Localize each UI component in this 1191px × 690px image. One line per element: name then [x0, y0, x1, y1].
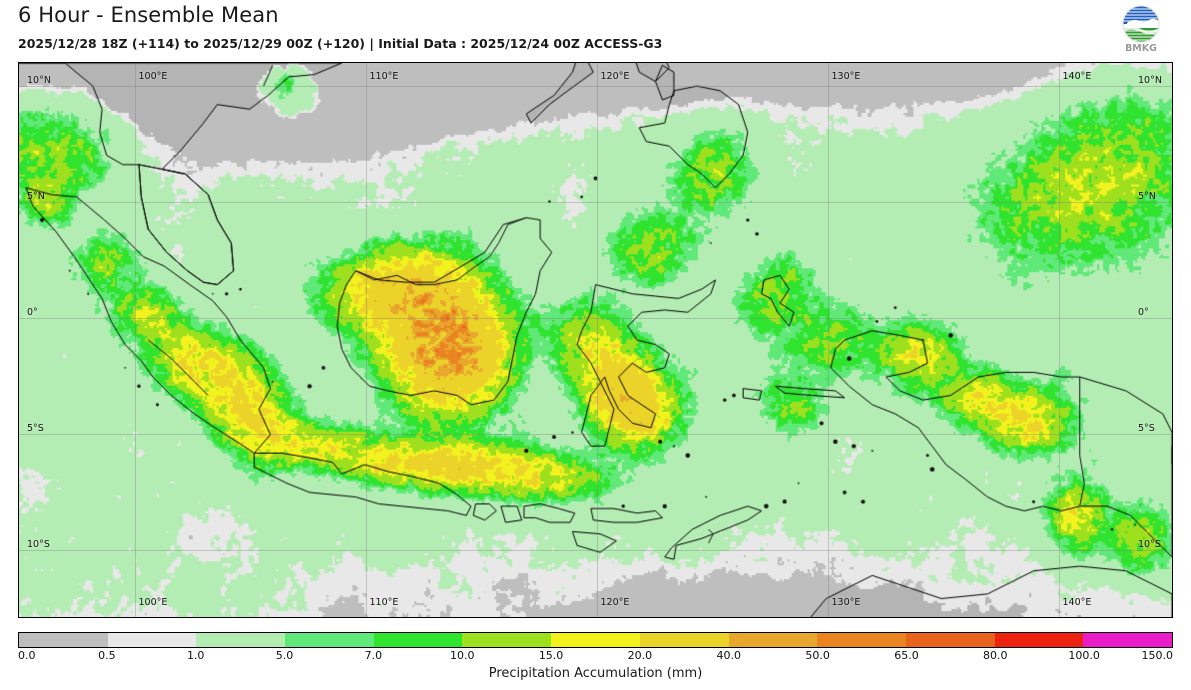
- lat-label--10-right: 10°S: [1138, 538, 1161, 550]
- colorbar-segment-9: [817, 633, 906, 647]
- colorbar-segment-12: [1083, 633, 1172, 647]
- colorbar-ticks: 0.0 0.5 1.0 5.0 7.0 10.0 15.0 20.0 40.0 50.0 65.0 8…: [18, 649, 1173, 663]
- lon-label-120-bottom: 120°E: [600, 597, 630, 608]
- colorbar-tick-80.0: 80.0: [983, 649, 1008, 662]
- colorbar-segment-0: [19, 633, 108, 647]
- colorbar-tick-40.0: 40.0: [716, 649, 742, 662]
- map-raster: [19, 63, 1172, 617]
- bmkg-logo-text: BMKG: [1125, 43, 1157, 54]
- colorbar-tick-100.0: 100.0: [1068, 649, 1100, 662]
- colorbar-tick-15.0: 15.0: [538, 649, 564, 662]
- header: 6 Hour - Ensemble Mean 2025/12/28 18Z (+…: [0, 0, 1191, 62]
- lon-label-110-top: 110°E: [369, 71, 399, 82]
- colorbar-tick-0.0: 0.0: [18, 649, 36, 662]
- lat-label--10-left: 10°S: [27, 538, 50, 550]
- colorbar: [18, 632, 1173, 648]
- colorbar-segment-3: [285, 633, 374, 647]
- gridline-lon-130: [827, 63, 829, 617]
- colorbar-tick-150.0: 150.0: [1141, 649, 1174, 662]
- lat-label-5-left: 5°N: [27, 191, 45, 202]
- gridline-lat-0: [19, 317, 1172, 319]
- lat-label--5-left: 5°S: [27, 422, 44, 434]
- gridline-lat--5: [19, 433, 1172, 435]
- lon-label-120-top: 120°E: [600, 71, 630, 82]
- colorbar-tick-5.0: 5.0: [275, 649, 294, 662]
- lon-label-100-top: 100°E: [138, 71, 168, 82]
- colorbar-segment-5: [462, 633, 552, 647]
- lon-label-130-bottom: 130°E: [831, 597, 861, 608]
- colorbar-label: Precipitation Accumulation (mm): [488, 666, 703, 681]
- colorbar-tick-10.0: 10.0: [449, 649, 475, 662]
- page-subtitle: 2025/12/28 18Z (+114) to 2025/12/29 00Z …: [18, 36, 663, 51]
- lon-label-110-bottom: 110°E: [369, 597, 399, 608]
- lat-label-10-left: 10°N: [27, 75, 51, 87]
- gridline-lat-5: [19, 202, 1172, 203]
- colorbar-gradient: [18, 632, 1173, 648]
- colorbar-tick-0.5: 0.5: [98, 649, 116, 662]
- lon-label-130-top: 130°E: [831, 71, 861, 82]
- lon-label-140-bottom: 140°E: [1062, 597, 1092, 608]
- page-title: 6 Hour - Ensemble Mean: [18, 3, 279, 27]
- colorbar-tick-1.0: 1.0: [186, 649, 205, 662]
- lat-label-10-right: 10°N: [1138, 75, 1162, 87]
- colorbar-tick-65.0: 65.0: [894, 649, 919, 662]
- colorbar-tick-7.0: 7.0: [364, 649, 383, 662]
- colorbar-tick-50.0: 50.0: [805, 649, 830, 662]
- colorbar-segment-7: [639, 633, 729, 647]
- precipitation-map[interactable]: 100°E 100°E 110°E 110°E 120°E 120°E 130°E 130°E…: [18, 62, 1173, 618]
- colorbar-segment-11: [994, 633, 1084, 647]
- lat-label-0-left: 0°: [27, 306, 38, 318]
- gridline-lat--10: [19, 549, 1172, 551]
- colorbar-segment-1: [107, 633, 197, 647]
- lat-label--5-right: 5°S: [1138, 422, 1155, 434]
- gridline-lat-10: [19, 86, 1172, 88]
- colorbar-tick-20.0: 20.0: [627, 649, 653, 662]
- colorbar-segment-4: [373, 633, 463, 647]
- lon-label-140-top: 140°E: [1062, 71, 1092, 82]
- gridline-lon-100: [134, 63, 136, 617]
- colorbar-segment-6: [551, 633, 640, 647]
- gridline-lon-140: [1058, 63, 1060, 617]
- gridline-lon-120: [596, 63, 598, 617]
- colorbar-segment-10: [905, 633, 995, 647]
- lat-label-0-right: 0°: [1138, 306, 1149, 318]
- lon-label-100-bottom: 100°E: [138, 597, 168, 608]
- colorbar-segment-8: [728, 633, 818, 647]
- gridline-lon-110: [365, 63, 367, 617]
- colorbar-segment-2: [196, 633, 286, 647]
- bmkg-logo-icon: BMKG: [1122, 5, 1160, 54]
- lat-label-5-right: 5°N: [1138, 191, 1156, 202]
- bmkg-logo: BMKG: [1117, 4, 1165, 54]
